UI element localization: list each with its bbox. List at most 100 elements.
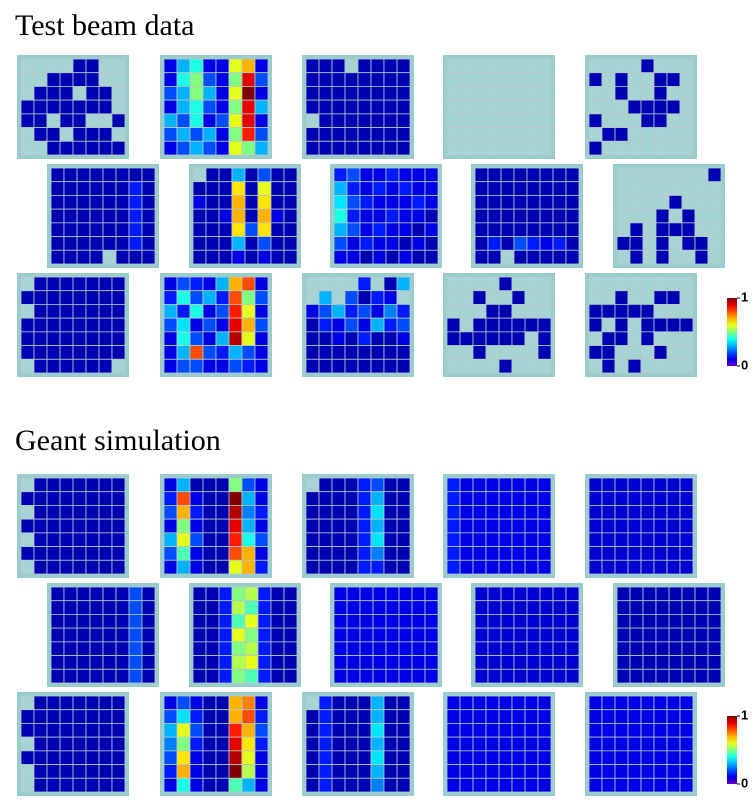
heat-cell [50, 222, 65, 237]
heat-cell [653, 345, 668, 360]
heat-cell [283, 641, 298, 656]
heat-cell [640, 723, 655, 738]
heat-cell [85, 723, 100, 738]
heat-cell [474, 195, 489, 210]
heat-cell [128, 181, 143, 196]
heat-cell [359, 586, 374, 602]
heat-cell [487, 600, 502, 615]
heat-cell [254, 276, 269, 292]
heat-cell [370, 777, 385, 793]
heat-cell [59, 113, 74, 128]
heat-cell [241, 695, 256, 711]
heat-cell [50, 167, 65, 183]
empty-cell [679, 113, 694, 128]
empty-cell [59, 58, 74, 74]
empty-cell [20, 127, 35, 142]
heat-cell [588, 546, 603, 561]
heat-cell [128, 249, 143, 265]
heat-cell [189, 317, 204, 333]
heat-cell [655, 249, 670, 265]
heat-cell [85, 764, 100, 779]
heat-cell [331, 695, 346, 711]
empty-cell [511, 140, 526, 156]
heat-cell [601, 304, 616, 319]
heat-cell [346, 668, 361, 684]
heat-cell [270, 668, 285, 684]
heat-cell [254, 140, 269, 156]
heat-cell [111, 505, 126, 520]
heat-cell [241, 505, 256, 520]
heat-cell [254, 546, 269, 561]
heat-cell [655, 655, 670, 670]
empty-cell [653, 304, 668, 319]
heat-cell [526, 222, 541, 237]
heat-cell [254, 518, 269, 534]
heat-cell [331, 546, 346, 561]
heat-cell [20, 113, 35, 128]
heat-cell [102, 236, 117, 251]
heat-cell [446, 477, 461, 493]
heat-cell [588, 491, 603, 506]
heat-cell [305, 518, 320, 534]
colorbar-tick-label: 1 [741, 289, 748, 304]
heat-cell [383, 518, 398, 534]
heat-cell [46, 477, 61, 493]
heat-cell [653, 695, 668, 711]
heat-cell [333, 249, 348, 265]
heat-cell [616, 655, 631, 670]
heat-cell [163, 777, 178, 793]
heat-cell [318, 709, 333, 724]
empty-cell [111, 99, 126, 115]
heat-cell [192, 614, 207, 629]
heat-cell [396, 546, 411, 561]
heat-cell [98, 86, 113, 101]
heat-cell [205, 668, 220, 684]
heat-cell [331, 113, 346, 128]
heat-cell [257, 627, 272, 643]
heat-cell [228, 736, 243, 752]
heat-cell [498, 723, 513, 738]
heat-cell [459, 695, 474, 711]
heat-cell [63, 627, 78, 643]
heat-cell [653, 736, 668, 752]
heat-cell [629, 655, 644, 670]
heat-cell [629, 236, 644, 251]
heat-cell [679, 723, 694, 738]
heat-cell [552, 195, 567, 210]
heat-cell [446, 491, 461, 506]
heat-cell [89, 181, 104, 196]
heat-cell [653, 477, 668, 493]
heat-cell [241, 290, 256, 305]
heat-cell [202, 546, 217, 561]
heat-cell [616, 586, 631, 602]
heat-cell [20, 345, 35, 360]
heat-cell [241, 304, 256, 319]
heat-cell [385, 222, 400, 237]
heat-cell [76, 668, 91, 684]
heat-cell [192, 668, 207, 684]
heat-cell [679, 546, 694, 561]
heat-cell [228, 317, 243, 333]
empty-cell [459, 99, 474, 115]
heat-cell [305, 127, 320, 142]
heat-cell [424, 208, 439, 224]
heat-cell [331, 304, 346, 319]
heat-cell [163, 127, 178, 142]
heat-cell [111, 518, 126, 534]
heat-cell [474, 208, 489, 224]
heat-cell [163, 736, 178, 752]
heat-cell [205, 614, 220, 629]
empty-cell [459, 140, 474, 156]
heat-cell [498, 518, 513, 534]
heat-cell [601, 345, 616, 360]
heatmap-panel [302, 55, 414, 159]
heat-cell [205, 641, 220, 656]
heat-cell [370, 546, 385, 561]
heat-cell [305, 345, 320, 360]
heat-cell [20, 750, 35, 765]
heat-cell [102, 655, 117, 670]
heat-cell [202, 723, 217, 738]
heat-cell [305, 58, 320, 74]
heat-cell [111, 546, 126, 561]
empty-cell [627, 58, 642, 74]
